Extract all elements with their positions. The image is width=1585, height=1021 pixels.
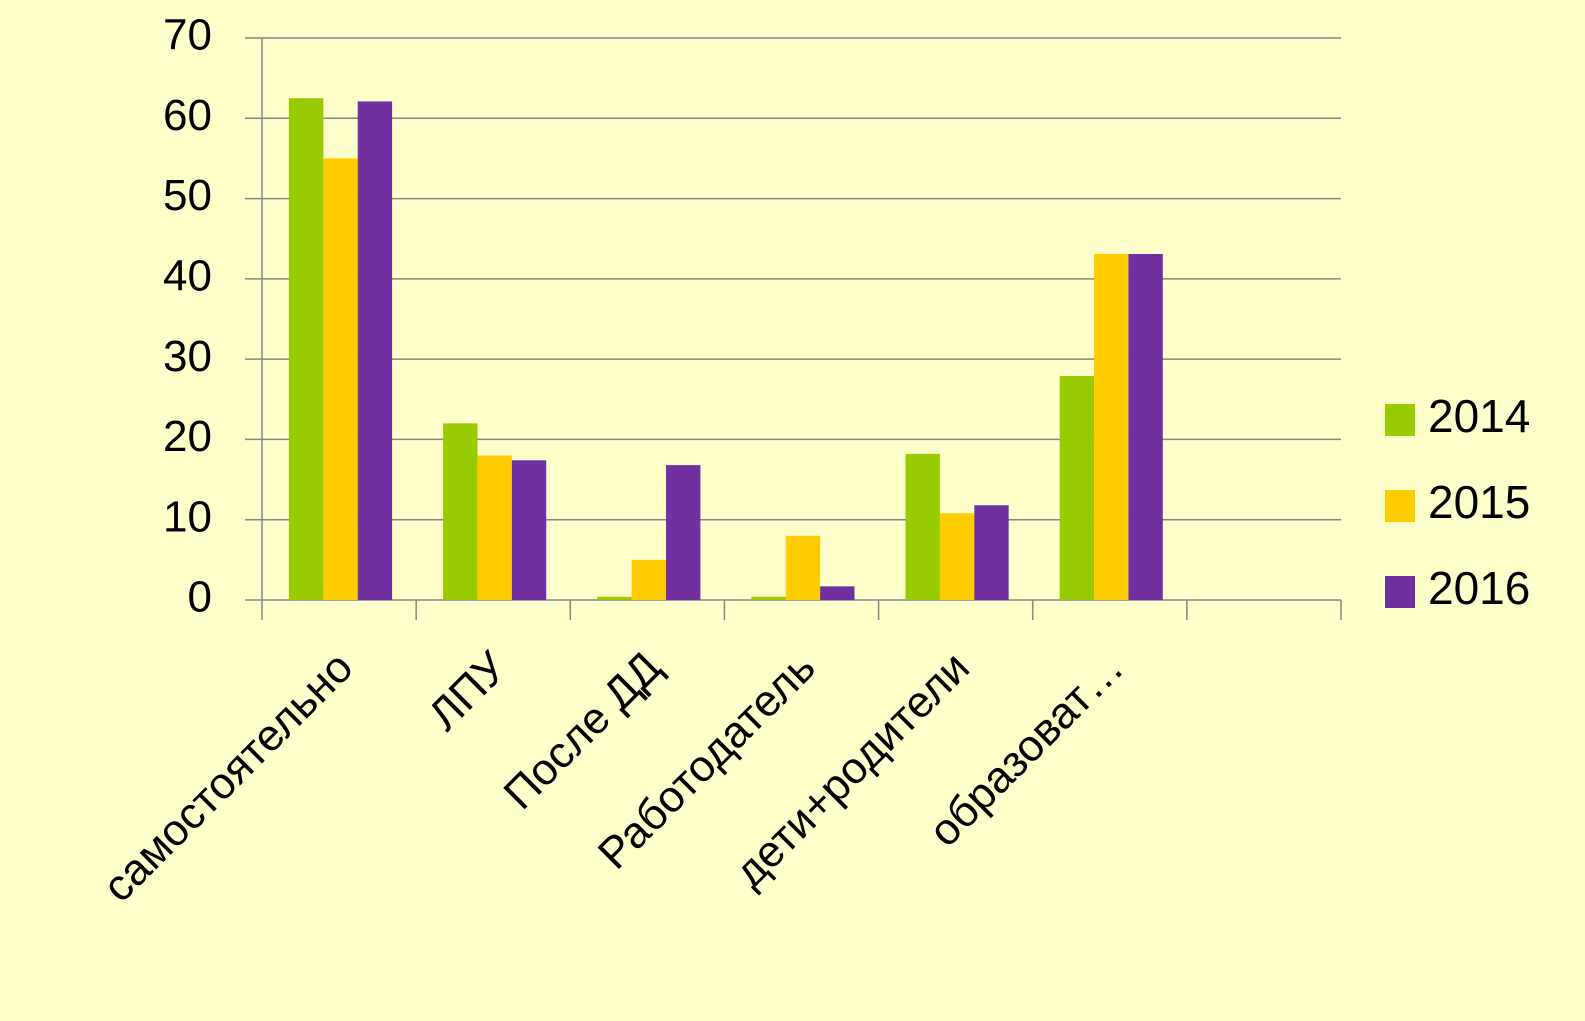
bar bbox=[751, 596, 786, 600]
bar bbox=[1059, 376, 1095, 600]
y-tick-label: 10 bbox=[163, 492, 212, 541]
bar bbox=[357, 101, 393, 600]
y-tick-label: 30 bbox=[163, 332, 212, 381]
legend-swatch bbox=[1385, 404, 1415, 436]
x-tick-label: ЛПУ bbox=[419, 642, 517, 740]
bar bbox=[443, 423, 478, 600]
bar bbox=[288, 98, 324, 600]
legend-label: 2015 bbox=[1428, 476, 1530, 528]
y-tick-label: 50 bbox=[163, 171, 212, 220]
bar bbox=[939, 513, 975, 600]
bar bbox=[1128, 253, 1163, 600]
y-tick-label: 70 bbox=[163, 11, 212, 60]
bar bbox=[666, 465, 701, 600]
legend-swatch bbox=[1385, 490, 1415, 522]
bar bbox=[905, 453, 940, 600]
legend-label: 2014 bbox=[1428, 390, 1530, 442]
bar bbox=[631, 559, 667, 600]
bar bbox=[820, 586, 855, 600]
y-tick-label: 60 bbox=[163, 91, 212, 140]
x-tick-label: самостоятельно bbox=[94, 643, 363, 912]
bar bbox=[597, 596, 632, 600]
y-tick-label: 40 bbox=[163, 251, 212, 300]
bar bbox=[785, 535, 821, 600]
y-tick-label: 20 bbox=[163, 412, 212, 461]
legend-swatch bbox=[1385, 576, 1415, 608]
bar bbox=[974, 505, 1009, 600]
y-tick-label: 0 bbox=[188, 573, 212, 622]
bar bbox=[477, 455, 512, 600]
bar bbox=[1094, 253, 1129, 600]
legend-label: 2016 bbox=[1428, 562, 1530, 614]
bar bbox=[323, 158, 358, 600]
bar bbox=[511, 460, 547, 600]
